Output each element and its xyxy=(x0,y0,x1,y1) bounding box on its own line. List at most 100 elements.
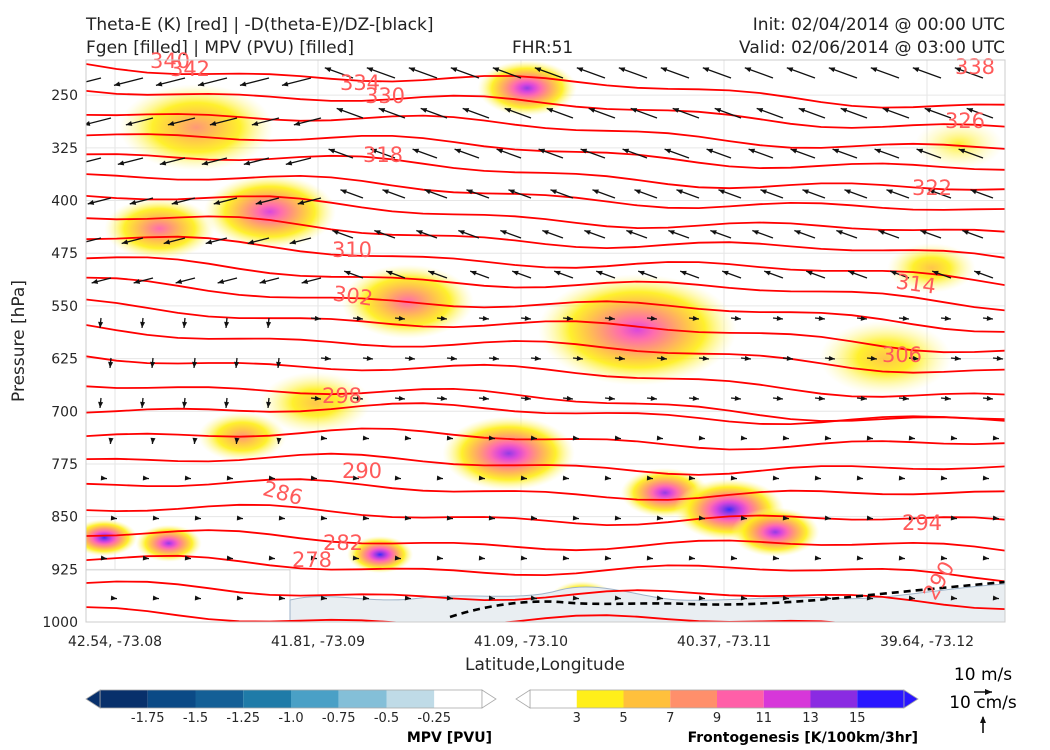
theta-e-line xyxy=(86,554,1005,583)
wind-vector-head xyxy=(340,189,347,195)
wind-vector-head xyxy=(832,148,840,154)
colorbar-segment xyxy=(763,690,811,708)
fgen-blob xyxy=(346,536,414,574)
wind-vector-head xyxy=(920,230,927,235)
wind-vector-head xyxy=(546,108,554,113)
theta-e-label: 302 xyxy=(331,281,374,310)
wind-vector-head xyxy=(572,515,579,521)
wind-vector-head xyxy=(324,67,332,73)
wind-vector-head xyxy=(266,401,272,408)
plot-frame xyxy=(85,59,1006,623)
wind-vector-head xyxy=(482,395,489,401)
wind-vector-head xyxy=(374,230,381,235)
colorbar-tick-label: -0.25 xyxy=(417,711,451,726)
wind-vector-head xyxy=(710,230,717,235)
y-tick-label: 250 xyxy=(51,88,78,104)
vector-key-label-1: 10 m/s xyxy=(954,665,1012,685)
wind-vector-head xyxy=(412,148,420,154)
wind-vector-head xyxy=(580,148,588,154)
wind-vector-head xyxy=(328,148,336,154)
wind-vector-head xyxy=(798,108,806,113)
wind-vector-head xyxy=(614,435,621,441)
wind-vector-head xyxy=(576,355,583,361)
x-axis-title: Latitude,Longitude xyxy=(465,655,625,675)
wind-vector-head xyxy=(182,401,188,408)
wind-vector-head xyxy=(646,555,653,561)
wind-vector-head xyxy=(584,230,591,235)
colorbar-segment xyxy=(530,690,577,708)
wind-vector-head xyxy=(604,475,611,481)
wind-vector-head xyxy=(608,315,615,321)
wind-vector-head xyxy=(950,435,957,441)
y-axis-title: Pressure [hPa] xyxy=(9,280,29,402)
y-tick-label: 925 xyxy=(51,562,78,578)
theta-e-line xyxy=(86,503,1005,527)
wind-vector-head xyxy=(672,108,680,113)
theta-e-label: 326 xyxy=(945,109,985,133)
wind-vector-head xyxy=(772,475,779,481)
wind-vector-head xyxy=(404,515,411,521)
wind-vector-head xyxy=(482,315,489,321)
wind-vector-head xyxy=(898,555,905,561)
wind-vector-head xyxy=(722,270,729,276)
wind-vector-head xyxy=(782,595,789,601)
wind-vector-head xyxy=(247,239,255,245)
wind-vector-head xyxy=(289,239,297,245)
wind-vector-head xyxy=(194,595,201,601)
wind-vector-head xyxy=(236,595,243,601)
fgen-blob xyxy=(731,507,820,557)
wind-vector-head xyxy=(702,67,710,73)
colorbar-tick-label: 5 xyxy=(619,711,627,726)
wind-vector-head xyxy=(398,395,405,401)
wind-vector-head xyxy=(902,395,909,401)
y-tick-label: 550 xyxy=(51,299,78,315)
wind-vector-head xyxy=(824,435,831,441)
y-tick-label: 400 xyxy=(51,194,78,210)
wind-vector-head xyxy=(121,239,129,245)
wind-vector-head xyxy=(824,515,831,521)
wind-vector-head xyxy=(470,270,477,276)
wind-vector-head xyxy=(197,81,205,87)
wind-vector-head xyxy=(866,515,873,521)
wind-vector-head xyxy=(572,435,579,441)
wind-vector-head xyxy=(928,189,935,195)
y-tick-label: 625 xyxy=(51,352,78,368)
wind-vector-head xyxy=(100,475,107,481)
wind-vector-head xyxy=(534,67,542,73)
vector-key: 10 m/s 10 cm/s xyxy=(949,665,1017,733)
wind-vector-head xyxy=(224,401,230,408)
wind-vector-head xyxy=(954,355,961,361)
wind-vector-head xyxy=(440,315,447,321)
wind-vector-head xyxy=(870,67,878,73)
wind-vector-head xyxy=(940,555,947,561)
vector-key-arrowhead-vertical xyxy=(980,716,986,723)
theta-e-label: 342 xyxy=(170,57,210,81)
colorbar-tick-label: 7 xyxy=(666,711,674,726)
wind-vector-head xyxy=(866,595,873,601)
vector-key-arrowhead-horizontal xyxy=(985,689,992,695)
theta-e-label: 330 xyxy=(365,84,405,108)
wind-vector-head xyxy=(404,435,411,441)
fgen-blob xyxy=(887,243,976,293)
wind-vector-head xyxy=(398,315,405,321)
wind-vector-head xyxy=(656,595,663,601)
axes: 250 325 400 475 550 625 700 775 850 925 1000 42.54,… xyxy=(42,88,974,650)
wind-vector-head xyxy=(856,475,863,481)
wind-vector-head xyxy=(440,395,447,401)
header-left-line1: Theta-E (K) [red] | -D(theta-E)/DZ-[blac… xyxy=(86,15,434,35)
wind-vector-head xyxy=(782,435,789,441)
wind-vector-head xyxy=(740,515,747,521)
wind-vector-head xyxy=(281,81,289,87)
fgen-blob xyxy=(477,60,577,116)
wind-vector-head xyxy=(786,355,793,361)
wind-vector-head xyxy=(902,315,909,321)
header-left-line2: Fgen [filled] | MPV (PVU) [filled] xyxy=(86,38,355,58)
wind-vector-head xyxy=(966,108,974,113)
wind-vector-head xyxy=(650,395,657,401)
wind-vector-head xyxy=(664,148,672,154)
wind-vector-head xyxy=(366,355,373,361)
wind-vector-head xyxy=(806,270,813,276)
wind-vector-head xyxy=(209,121,217,126)
wind-vector-head xyxy=(436,555,443,561)
